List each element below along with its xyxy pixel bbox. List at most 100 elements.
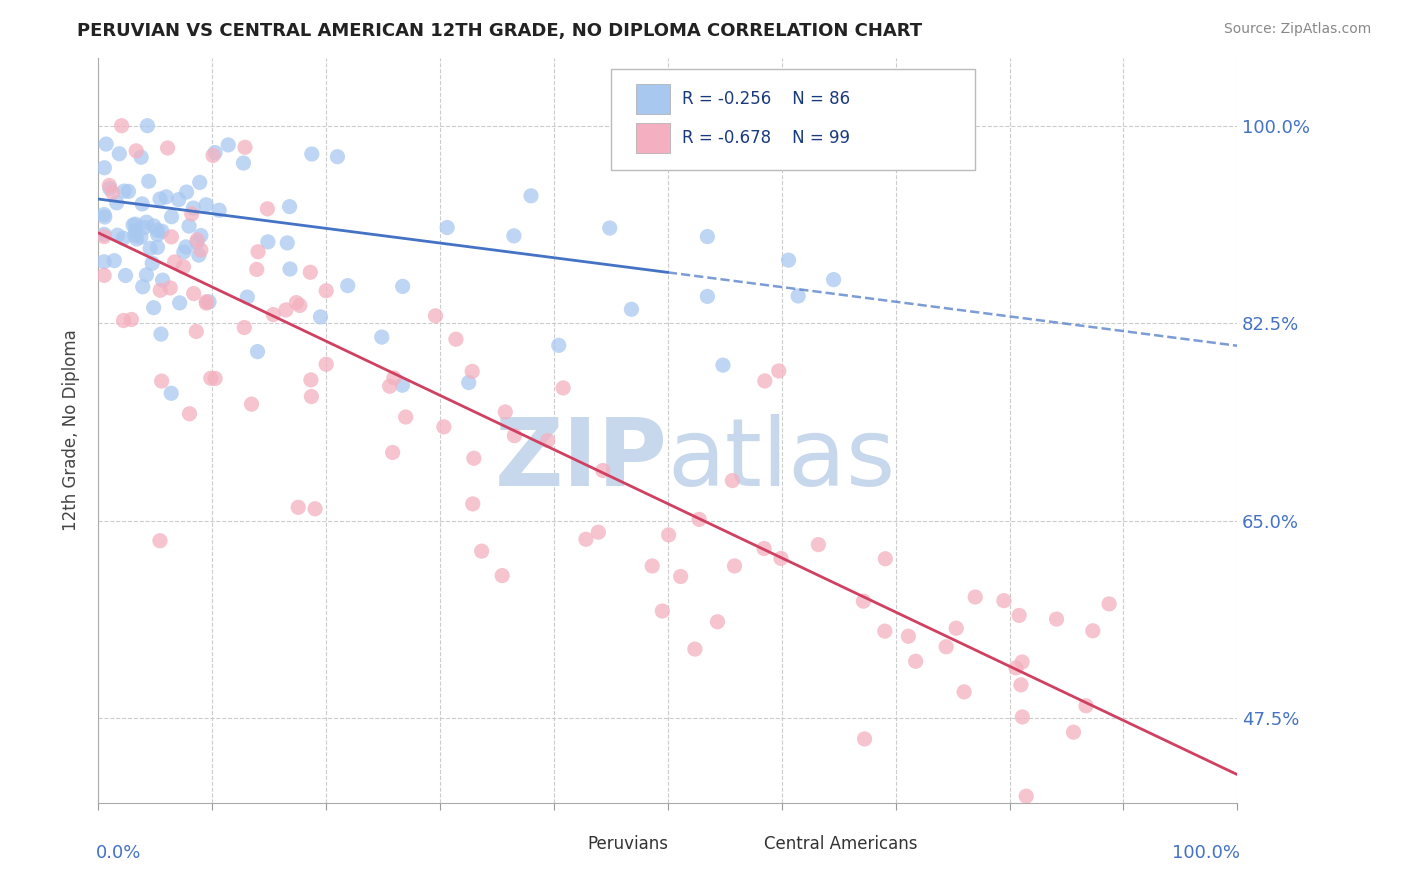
Point — [276, 235, 298, 250]
Point — [288, 298, 311, 312]
Point — [723, 558, 745, 573]
Point — [163, 255, 186, 269]
Point — [436, 220, 458, 235]
Text: Central Americans: Central Americans — [763, 835, 917, 853]
Point — [208, 203, 231, 218]
Point — [1011, 655, 1033, 669]
Point — [183, 286, 205, 301]
Point — [149, 283, 172, 297]
Point — [112, 313, 135, 327]
Point — [1045, 612, 1067, 626]
Point — [167, 193, 190, 207]
Text: 100.0%: 100.0% — [1171, 844, 1240, 862]
Point — [195, 198, 218, 212]
Point — [108, 146, 131, 161]
Point — [754, 374, 776, 388]
Point — [186, 233, 208, 247]
Point — [186, 325, 208, 339]
Point — [155, 190, 177, 204]
Text: Peruvians: Peruvians — [586, 835, 668, 853]
Point — [336, 278, 359, 293]
Point — [187, 248, 209, 262]
FancyBboxPatch shape — [636, 123, 671, 153]
Point — [122, 218, 145, 232]
Point — [93, 254, 115, 268]
Point — [233, 320, 256, 334]
Point — [503, 428, 526, 442]
Point — [136, 119, 159, 133]
Point — [853, 731, 876, 746]
Point — [852, 594, 875, 608]
Point — [378, 379, 401, 393]
Point — [491, 568, 513, 582]
Point — [299, 390, 322, 404]
Point — [131, 197, 153, 211]
Point — [1015, 789, 1038, 804]
Point — [787, 289, 810, 303]
Point — [195, 296, 218, 310]
Point — [135, 268, 157, 282]
Point — [309, 310, 332, 324]
Point — [139, 241, 162, 255]
Point — [599, 221, 621, 235]
Point — [461, 364, 484, 378]
Point — [457, 376, 479, 390]
Point — [752, 541, 775, 556]
Point — [285, 295, 308, 310]
Point — [201, 148, 224, 162]
Point — [953, 685, 976, 699]
Point — [176, 185, 198, 199]
Text: ZIP: ZIP — [495, 414, 668, 506]
Point — [315, 284, 337, 298]
Point — [93, 268, 115, 283]
Point — [101, 186, 124, 200]
Point — [592, 463, 614, 477]
Point — [274, 302, 297, 317]
Point — [146, 240, 169, 254]
Point — [669, 569, 692, 583]
Point — [180, 207, 202, 221]
Point — [371, 330, 394, 344]
Point — [150, 374, 173, 388]
Point — [150, 224, 173, 238]
Point — [247, 244, 270, 259]
Point — [217, 137, 239, 152]
Point — [188, 175, 211, 189]
Point — [1011, 710, 1033, 724]
Point — [173, 245, 195, 260]
Point — [105, 195, 128, 210]
Point — [132, 279, 155, 293]
Point — [232, 156, 254, 170]
Text: PERUVIAN VS CENTRAL AMERICAN 12TH GRADE, NO DIPLOMA CORRELATION CHART: PERUVIAN VS CENTRAL AMERICAN 12TH GRADE,… — [77, 22, 922, 40]
Point — [179, 407, 201, 421]
Point — [503, 228, 526, 243]
Point — [641, 559, 664, 574]
Point — [93, 161, 115, 175]
Point — [1005, 661, 1028, 675]
Point — [195, 294, 218, 309]
Point — [124, 228, 146, 243]
Point — [382, 371, 405, 385]
Point — [807, 538, 830, 552]
Text: R = -0.256    N = 86: R = -0.256 N = 86 — [682, 90, 849, 108]
Point — [110, 119, 132, 133]
Point — [134, 220, 156, 235]
Point — [1008, 608, 1031, 623]
Point — [94, 210, 117, 224]
Point — [169, 296, 191, 310]
Point — [588, 525, 610, 540]
Point — [904, 654, 927, 668]
Point — [159, 281, 181, 295]
Point — [240, 397, 263, 411]
Point — [823, 272, 845, 286]
Point — [768, 364, 790, 378]
Point — [778, 253, 800, 268]
Text: 0.0%: 0.0% — [96, 844, 142, 862]
Text: atlas: atlas — [668, 414, 896, 506]
Point — [160, 230, 183, 244]
Point — [93, 229, 115, 244]
FancyBboxPatch shape — [725, 838, 749, 861]
Point — [658, 528, 681, 542]
Point — [129, 230, 152, 244]
Point — [299, 373, 322, 387]
